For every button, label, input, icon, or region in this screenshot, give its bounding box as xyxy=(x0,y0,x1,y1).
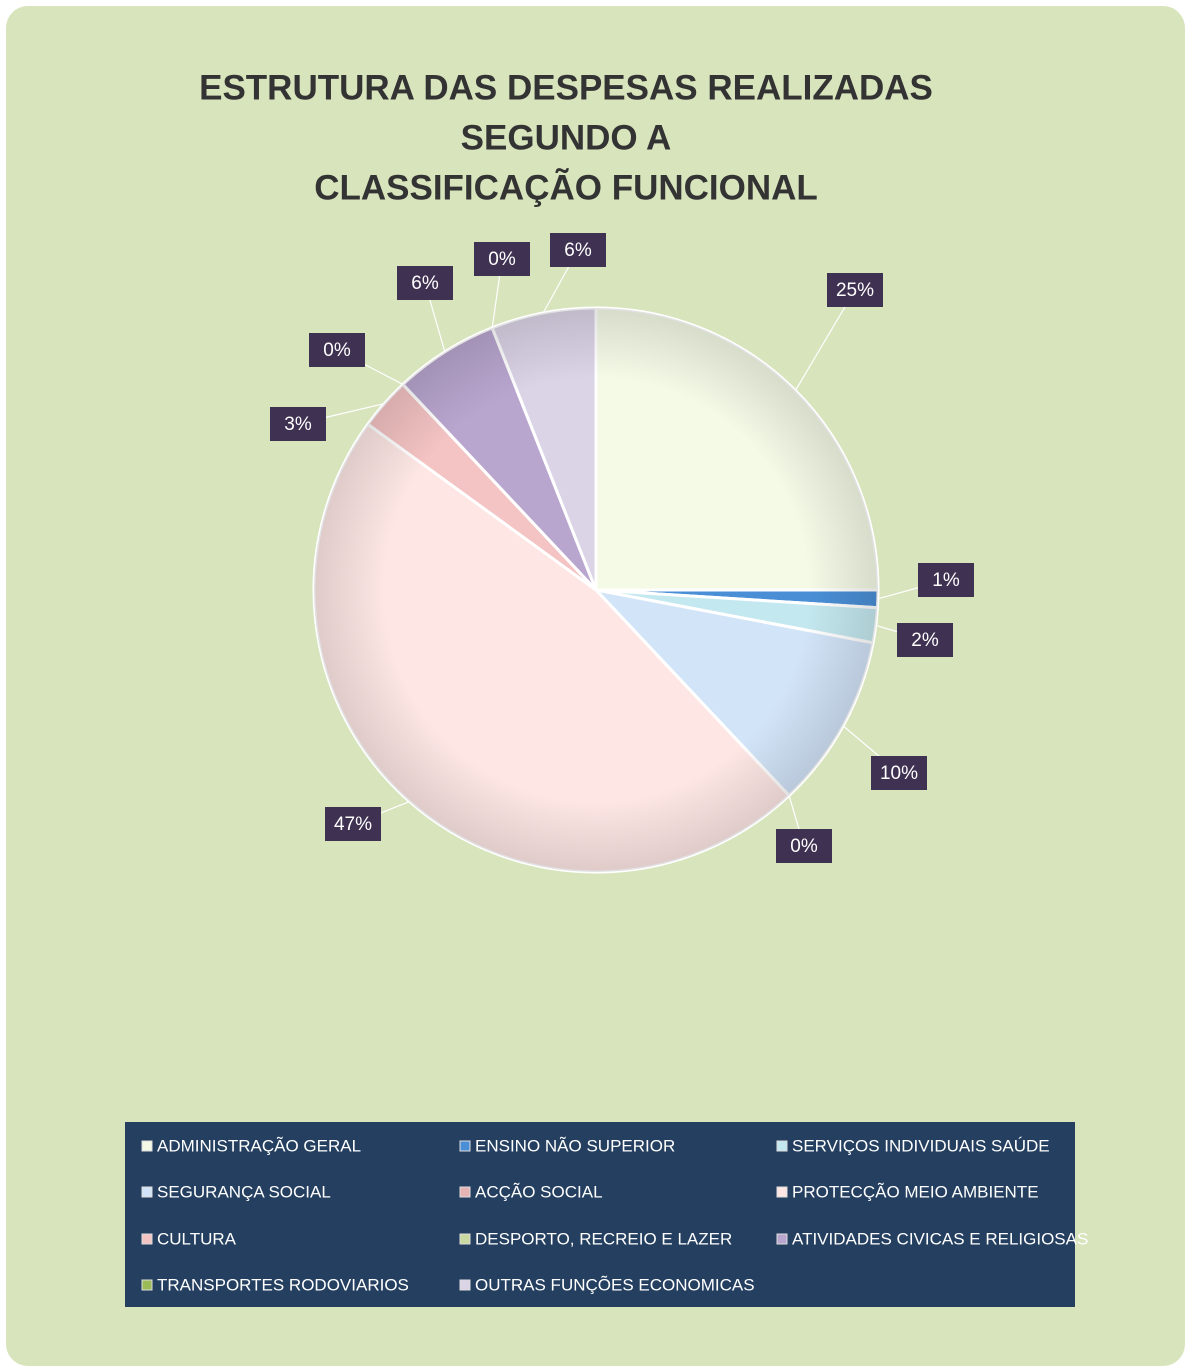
legend-label: SERVIÇOS INDIVIDUAIS SAÚDE xyxy=(792,1136,1050,1155)
legend-swatch xyxy=(776,1140,788,1152)
data-label-box xyxy=(397,266,453,300)
legend-label: CULTURA xyxy=(157,1229,237,1248)
data-label: 0% xyxy=(488,249,516,270)
chart-title: CLASSIFICAÇÃO FUNCIONAL xyxy=(314,168,818,207)
legend xyxy=(125,1122,1075,1307)
legend-label: OUTRAS FUNÇÕES ECONOMICAS xyxy=(475,1275,755,1294)
data-label: 25% xyxy=(836,280,874,301)
legend-label: SEGURANÇA SOCIAL xyxy=(157,1182,331,1201)
data-label: 6% xyxy=(564,240,592,261)
legend-swatch xyxy=(459,1233,471,1245)
data-label-box xyxy=(474,242,530,276)
data-label: 1% xyxy=(932,570,960,591)
legend-label: PROTECÇÃO MEIO AMBIENTE xyxy=(792,1182,1039,1201)
data-label-box xyxy=(897,623,953,657)
data-label-box xyxy=(776,829,832,863)
legend-label: ACÇÃO SOCIAL xyxy=(475,1182,603,1201)
data-label: 0% xyxy=(323,340,351,361)
data-label-box xyxy=(550,233,606,267)
data-label: 6% xyxy=(411,273,439,294)
legend-swatch xyxy=(141,1233,153,1245)
legend-label: DESPORTO, RECREIO E LAZER xyxy=(475,1229,732,1248)
data-label-box xyxy=(827,273,883,307)
legend-swatch xyxy=(141,1186,153,1198)
legend-swatch xyxy=(776,1233,788,1245)
data-label-box xyxy=(918,563,974,597)
data-label-box xyxy=(871,756,927,790)
legend-swatch xyxy=(141,1279,153,1291)
chart-title: ESTRUTURA DAS DESPESAS REALIZADAS xyxy=(199,68,933,107)
legend-label: ADMINISTRAÇÃO GERAL xyxy=(157,1136,361,1155)
data-label-box xyxy=(325,807,381,841)
legend-swatch xyxy=(459,1279,471,1291)
legend-label: ATIVIDADES CIVICAS E RELIGIOSAS xyxy=(792,1229,1088,1248)
data-label: 10% xyxy=(880,763,918,784)
legend-swatch xyxy=(459,1140,471,1152)
data-label: 0% xyxy=(790,836,818,857)
legend-swatch xyxy=(776,1186,788,1198)
legend-swatch xyxy=(141,1140,153,1152)
data-label-box xyxy=(270,407,326,441)
legend-label: ENSINO NÃO SUPERIOR xyxy=(475,1136,675,1155)
legend-swatch xyxy=(459,1186,471,1198)
legend-label: TRANSPORTES RODOVIARIOS xyxy=(157,1275,409,1294)
data-label: 2% xyxy=(911,630,939,651)
chart-title: SEGUNDO A xyxy=(461,118,672,157)
data-label-box xyxy=(309,333,365,367)
data-label: 3% xyxy=(284,414,312,435)
data-label: 47% xyxy=(334,814,372,835)
